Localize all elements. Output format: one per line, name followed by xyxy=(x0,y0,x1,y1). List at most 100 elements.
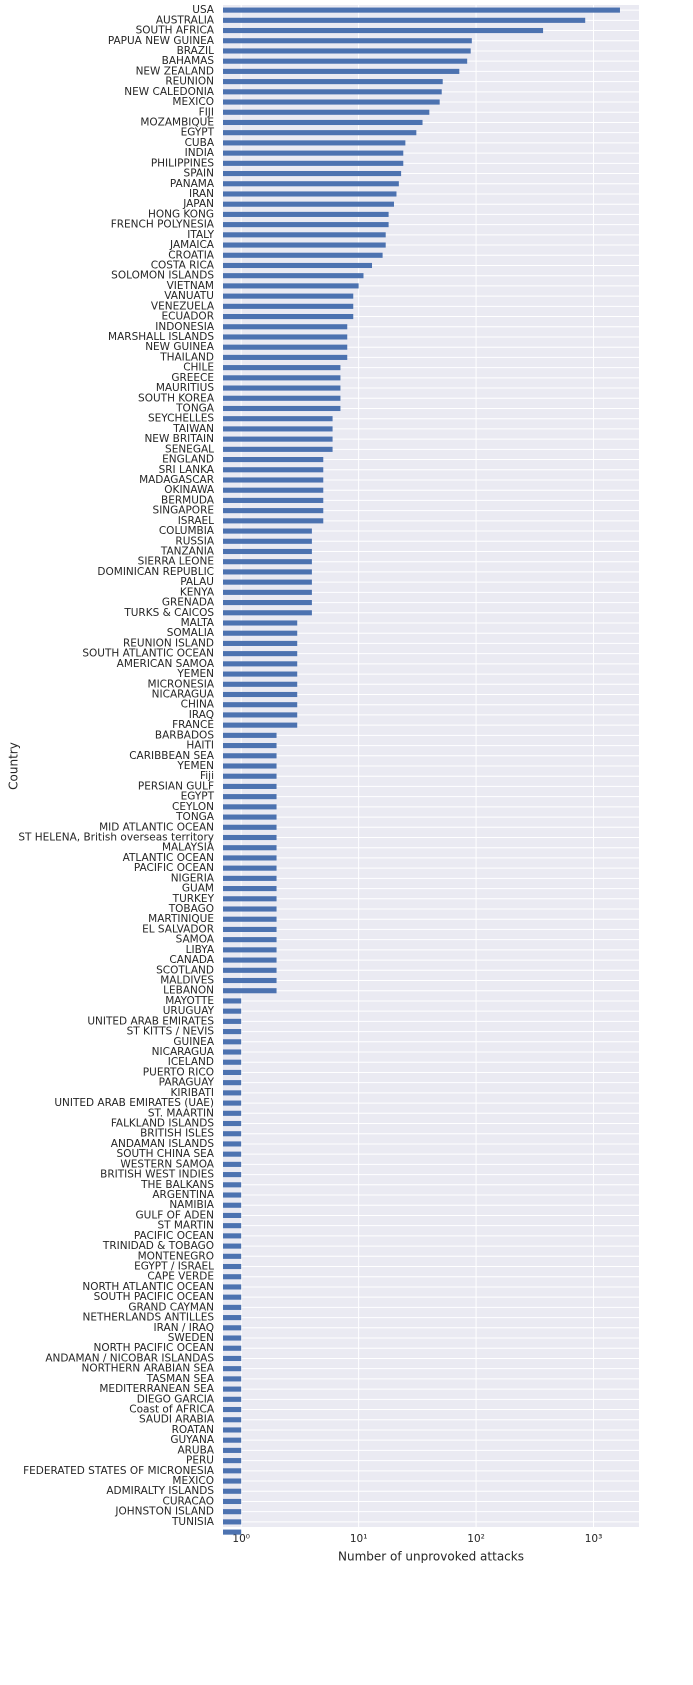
bar xyxy=(223,1427,242,1433)
bar xyxy=(223,201,394,207)
y-tick-label: THE BALKANS xyxy=(140,1179,214,1191)
bar xyxy=(223,252,383,258)
bar xyxy=(223,538,312,544)
y-tick-label: TASMAN SEA xyxy=(146,1373,215,1385)
y-tick-label: PANAMA xyxy=(170,178,215,190)
bar xyxy=(223,1059,242,1065)
y-tick-label: SRI LANKA xyxy=(159,464,215,476)
bar xyxy=(223,1253,242,1259)
bar xyxy=(223,1008,242,1014)
bar xyxy=(223,385,341,391)
bar xyxy=(223,845,277,851)
bar xyxy=(223,303,354,309)
y-tick-label: JOHNSTON ISLAND xyxy=(114,1506,214,1518)
y-tick-label: SCOTLAND xyxy=(156,964,214,976)
y-tick-label: NEW BRITAIN xyxy=(144,433,214,445)
y-tick-label: YEMEN xyxy=(176,668,214,680)
bar xyxy=(223,48,471,54)
bar xyxy=(223,1223,242,1229)
y-tick-label: URUGUAY xyxy=(163,1005,215,1017)
bar xyxy=(223,1417,242,1423)
y-tick-label: CARIBBEAN SEA xyxy=(129,750,215,762)
bar xyxy=(223,1284,242,1290)
bar xyxy=(223,1488,242,1494)
bar xyxy=(223,1386,242,1392)
bar xyxy=(223,548,312,555)
y-tick-label: FRANCE xyxy=(172,719,214,731)
y-tick-label: PARAGUAY xyxy=(159,1077,215,1089)
y-tick-label: FALKLAND ISLANDS xyxy=(111,1118,215,1130)
bar xyxy=(223,262,373,269)
bar xyxy=(223,1509,242,1515)
bar xyxy=(223,753,277,759)
bar xyxy=(223,712,298,718)
bar xyxy=(223,794,277,800)
bar xyxy=(223,273,364,279)
bar xyxy=(223,630,298,636)
bar xyxy=(223,620,298,626)
bar xyxy=(223,1529,242,1535)
bar xyxy=(223,1458,242,1464)
bar xyxy=(223,436,333,442)
bar xyxy=(223,528,312,534)
y-tick-label: TONGA xyxy=(175,402,215,414)
y-tick-label: MARTINIQUE xyxy=(148,913,214,925)
bar xyxy=(223,1406,242,1413)
y-tick-label: TURKS & CAICOS xyxy=(123,607,214,619)
bar xyxy=(223,446,333,452)
y-tick-label: SENEGAL xyxy=(165,443,214,455)
bar xyxy=(223,1468,242,1474)
bar xyxy=(223,375,341,381)
bar xyxy=(223,283,359,289)
bar xyxy=(223,140,406,146)
y-tick-label: REUNION xyxy=(165,76,214,88)
bar xyxy=(223,222,389,228)
y-tick-label: COLUMBIA xyxy=(159,525,215,537)
bar xyxy=(223,1069,242,1075)
bar xyxy=(223,743,277,749)
y-tick-label: BRITISH ISLES xyxy=(140,1128,214,1140)
bar xyxy=(223,661,298,667)
y-tick-label: NEW CALEDONIA xyxy=(124,86,215,98)
y-tick-label: RUSSIA xyxy=(175,535,214,547)
bar xyxy=(223,1090,242,1096)
y-tick-label: DIEGO GARCIA xyxy=(137,1393,215,1405)
bar xyxy=(223,293,354,299)
y-tick-label: TRINIDAD & TOBAGO xyxy=(102,1240,214,1252)
y-tick-label: COSTA RICA xyxy=(151,259,215,271)
bar xyxy=(223,1192,242,1198)
y-tick-label: PERSIAN GULF xyxy=(138,780,214,792)
bar xyxy=(223,426,333,432)
bar xyxy=(223,211,389,217)
y-tick-label: UNITED ARAB EMIRATES xyxy=(87,1015,214,1027)
y-tick-label: BERMUDA xyxy=(161,494,215,506)
y-tick-label: CANADA xyxy=(169,954,214,966)
bar xyxy=(223,814,277,820)
bar xyxy=(223,38,472,44)
y-tick-label: CUBA xyxy=(185,137,215,149)
bar xyxy=(223,395,341,401)
bar xyxy=(223,1274,242,1280)
bar xyxy=(223,947,277,953)
bar xyxy=(223,1161,242,1167)
bar xyxy=(223,119,423,126)
bar xyxy=(223,477,324,483)
bar xyxy=(223,1498,242,1505)
y-tick-label: ISRAEL xyxy=(178,515,214,527)
bar xyxy=(223,150,404,156)
y-tick-label: SAMOA xyxy=(176,934,215,946)
y-tick-label: CHINA xyxy=(181,699,215,711)
bar xyxy=(223,1039,242,1045)
bar xyxy=(223,232,386,238)
bar xyxy=(223,1447,242,1453)
bar xyxy=(223,1478,242,1484)
bar xyxy=(223,1049,242,1055)
x-tick-label: 10² xyxy=(467,1533,485,1545)
y-tick-label: ANDAMAN ISLANDS xyxy=(111,1138,215,1150)
bar xyxy=(223,1335,242,1341)
y-tick-label: TANZANIA xyxy=(160,545,215,557)
y-tick-label: LIBYA xyxy=(186,944,215,956)
bar xyxy=(223,559,312,565)
